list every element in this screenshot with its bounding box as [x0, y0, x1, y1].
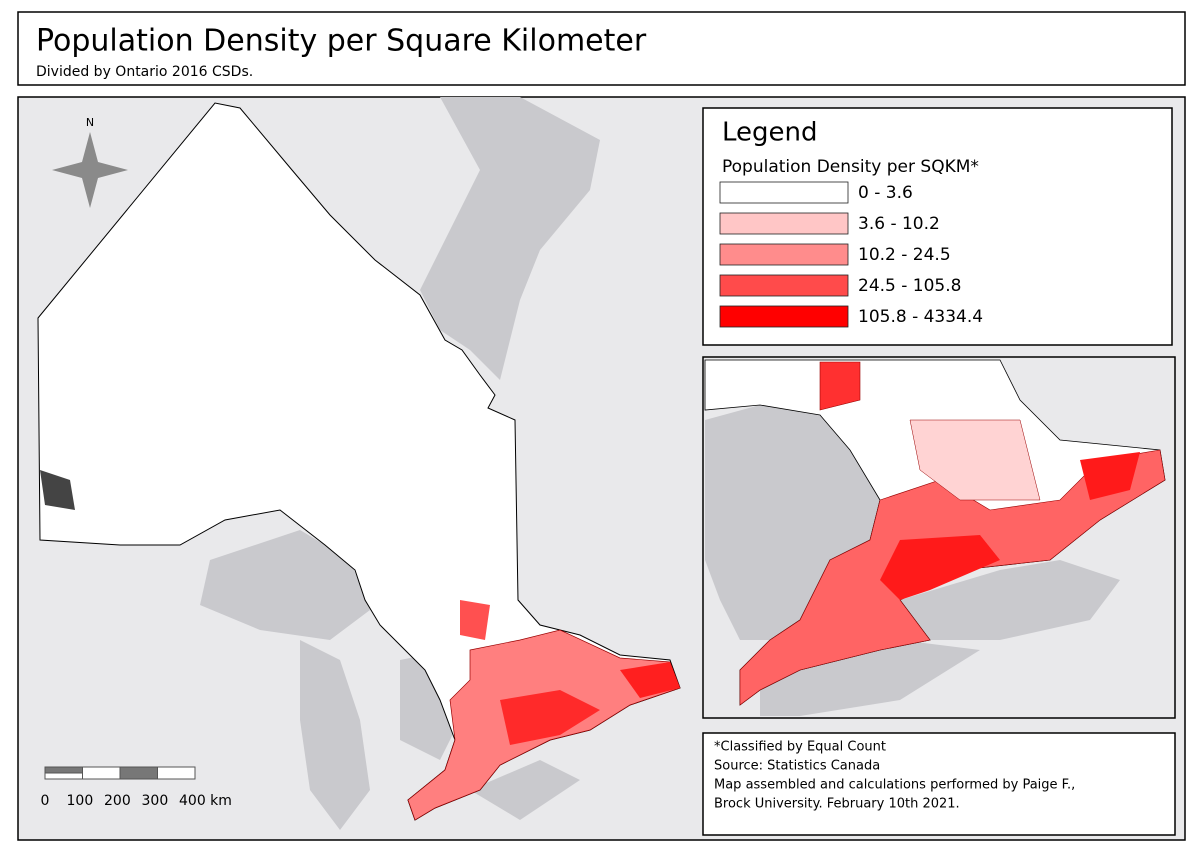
- scale-label: 400 km: [179, 793, 232, 809]
- scale-segment: [44, 772, 83, 780]
- lake-of-the-woods: [40, 470, 75, 510]
- inset-lake-erie: [760, 640, 980, 716]
- legend-label: 24.5 - 105.8: [858, 276, 961, 296]
- lake-michigan: [300, 640, 370, 830]
- legend-swatch: [719, 212, 849, 235]
- inset-south: [739, 449, 1166, 706]
- scale-label: 0: [41, 793, 50, 809]
- ottawa-region: [620, 662, 680, 698]
- north-arrow: N: [52, 116, 128, 208]
- legend-label: 105.8 - 4334.4: [858, 307, 983, 327]
- hudson-bay: [420, 97, 600, 380]
- inset-gta: [880, 535, 1000, 600]
- note-line: Map assembled and calculations performed…: [714, 778, 1075, 793]
- scale-bar: [44, 766, 196, 780]
- scale-segment: [119, 766, 158, 780]
- legend-swatch: [719, 243, 849, 266]
- inset-region: [819, 361, 861, 411]
- notes-box: [702, 732, 1176, 836]
- scale-segment: [82, 766, 121, 780]
- subtitle: Divided by Ontario 2016 CSDs.: [36, 64, 253, 80]
- inset-region: [909, 419, 1041, 501]
- legend-title: Legend: [722, 118, 818, 148]
- note-line: Source: Statistics Canada: [714, 759, 880, 774]
- legend-swatch: [719, 181, 849, 204]
- golden-horseshoe: [500, 690, 600, 745]
- legend-swatch: [719, 305, 849, 328]
- scale-label: 200: [104, 793, 131, 809]
- scale-label: 300: [142, 793, 169, 809]
- scale-segment: [44, 766, 83, 774]
- title-box: [17, 11, 1186, 86]
- lake-erie: [470, 760, 580, 820]
- scale-segment: [157, 766, 196, 780]
- note-line: Brock University. February 10th 2021.: [714, 797, 960, 812]
- title: Population Density per Square Kilometer: [36, 24, 647, 59]
- region: [460, 600, 490, 640]
- inset-lake-huron: [705, 405, 880, 640]
- legend-label: 0 - 3.6: [858, 183, 913, 203]
- legend-label: 3.6 - 10.2: [858, 214, 940, 234]
- compass: [52, 132, 128, 208]
- inset-lake-ontario: [900, 560, 1120, 640]
- note-line: *Classified by Equal Count: [714, 740, 886, 755]
- legend-swatch: [719, 274, 849, 297]
- north-label: N: [86, 116, 94, 129]
- scale-label: 100: [67, 793, 94, 809]
- legend-subtitle: Population Density per SQKM*: [722, 157, 979, 177]
- legend-label: 10.2 - 24.5: [858, 245, 951, 265]
- inset-ottawa: [1080, 452, 1140, 500]
- lake-superior: [200, 530, 370, 640]
